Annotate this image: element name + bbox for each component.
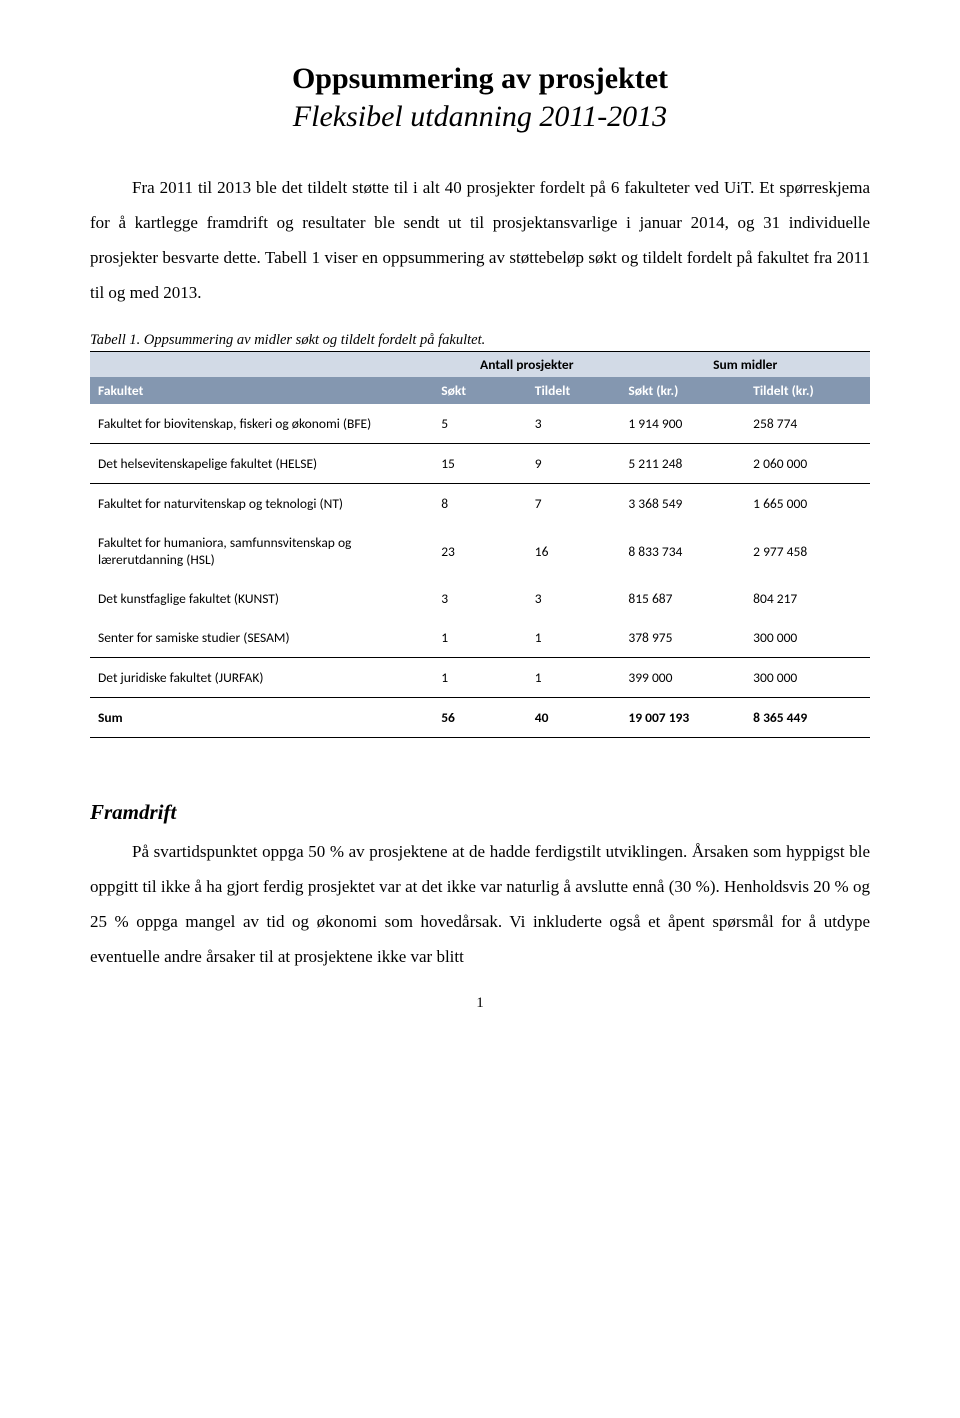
table-group-header-row: Antall prosjekter Sum midler <box>90 352 870 378</box>
framdrift-paragraph: På svartidspunktet oppga 50 % av prosjek… <box>90 835 870 974</box>
table-row: Senter for samiske studier (SESAM)11378 … <box>90 618 870 658</box>
table-row: Fakultet for naturvitenskap og teknologi… <box>90 484 870 524</box>
table-cell: 258 774 <box>745 404 870 444</box>
table-cell: 399 000 <box>620 658 745 698</box>
table-row: Fakultet for humaniora, samfunnsvitenska… <box>90 523 870 579</box>
table-cell: 2 060 000 <box>745 444 870 484</box>
table-cell: Det juridiske fakultet (JURFAK) <box>90 658 433 698</box>
group-header-sum: Sum midler <box>620 352 870 378</box>
table-row: Fakultet for biovitenskap, fiskeri og øk… <box>90 404 870 444</box>
table-cell: 3 <box>433 579 527 618</box>
table-cell: Fakultet for biovitenskap, fiskeri og øk… <box>90 404 433 444</box>
table-cell: 5 211 248 <box>620 444 745 484</box>
table-cell: 1 <box>433 618 527 658</box>
table-cell: 8 <box>433 484 527 524</box>
table-cell: Senter for samiske studier (SESAM) <box>90 618 433 658</box>
document-title-line1: Oppsummering av prosjektet <box>90 60 870 98</box>
table-cell: Fakultet for naturvitenskap og teknologi… <box>90 484 433 524</box>
table-cell: 23 <box>433 523 527 579</box>
group-header-empty <box>90 352 433 378</box>
col-sokt: Søkt <box>433 377 527 404</box>
col-sokt-kr: Søkt (kr.) <box>620 377 745 404</box>
table-cell: Fakultet for humaniora, samfunnsvitenska… <box>90 523 433 579</box>
table-cell: 2 977 458 <box>745 523 870 579</box>
page-container: Oppsummering av prosjektet Fleksibel utd… <box>0 0 960 1052</box>
page-number: 1 <box>90 995 870 1012</box>
col-fakultet: Fakultet <box>90 377 433 404</box>
table-cell: 300 000 <box>745 618 870 658</box>
col-tildelt: Tildelt <box>527 377 621 404</box>
sum-sokt: 56 <box>433 698 527 738</box>
table-cell: 1 <box>527 618 621 658</box>
sum-label: Sum <box>90 698 433 738</box>
table-sum-row: Sum 56 40 19 007 193 8 365 449 <box>90 698 870 738</box>
table-cell: 804 217 <box>745 579 870 618</box>
table-cell: 1 665 000 <box>745 484 870 524</box>
table-cell: 3 368 549 <box>620 484 745 524</box>
section-heading-framdrift: Framdrift <box>90 800 870 825</box>
table-cell: 1 <box>433 658 527 698</box>
table-cell: 15 <box>433 444 527 484</box>
sum-sokt-kr: 19 007 193 <box>620 698 745 738</box>
table-row: Det juridiske fakultet (JURFAK)11399 000… <box>90 658 870 698</box>
table-cell: 5 <box>433 404 527 444</box>
table-cell: 3 <box>527 404 621 444</box>
summary-table: Antall prosjekter Sum midler Fakultet Sø… <box>90 351 870 738</box>
document-title-line2: Fleksibel utdanning 2011-2013 <box>90 98 870 136</box>
sum-tildelt-kr: 8 365 449 <box>745 698 870 738</box>
table-row: Det kunstfaglige fakultet (KUNST)33815 6… <box>90 579 870 618</box>
table-column-header-row: Fakultet Søkt Tildelt Søkt (kr.) Tildelt… <box>90 377 870 404</box>
table-cell: 7 <box>527 484 621 524</box>
table-cell: 3 <box>527 579 621 618</box>
table-cell: 1 914 900 <box>620 404 745 444</box>
table-caption: Tabell 1. Oppsummering av midler søkt og… <box>90 332 870 349</box>
intro-paragraph: Fra 2011 til 2013 ble det tildelt støtte… <box>90 171 870 310</box>
table-cell: Det kunstfaglige fakultet (KUNST) <box>90 579 433 618</box>
table-row: Det helsevitenskapelige fakultet (HELSE)… <box>90 444 870 484</box>
sum-tildelt: 40 <box>527 698 621 738</box>
table-cell: 16 <box>527 523 621 579</box>
table-cell: 300 000 <box>745 658 870 698</box>
table-cell: 8 833 734 <box>620 523 745 579</box>
col-tildelt-kr: Tildelt (kr.) <box>745 377 870 404</box>
table-cell: 9 <box>527 444 621 484</box>
table-cell: 378 975 <box>620 618 745 658</box>
table-cell: 1 <box>527 658 621 698</box>
group-header-antall: Antall prosjekter <box>433 352 620 378</box>
table-cell: Det helsevitenskapelige fakultet (HELSE) <box>90 444 433 484</box>
table-cell: 815 687 <box>620 579 745 618</box>
